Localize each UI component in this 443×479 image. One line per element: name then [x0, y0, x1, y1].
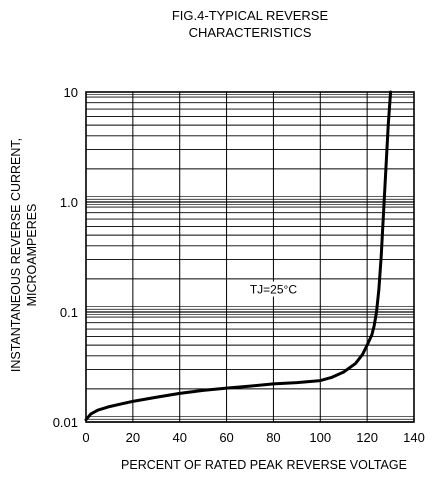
x-tick-label: 20	[126, 430, 140, 445]
x-tick-label: 120	[356, 430, 378, 445]
y-axis-label-line-1: INSTANTANEOUS REVERSE CURRENT,	[9, 138, 23, 372]
y-axis-label-line-2: MICROAMPERES	[25, 204, 39, 307]
temperature-annotation: TJ=25°C	[241, 281, 306, 297]
series-line	[84, 90, 393, 422]
annotation-text: TJ=25°C	[250, 283, 297, 297]
y-tick-label: 0.01	[53, 415, 78, 430]
grid	[85, 92, 415, 423]
chart-title-line-1: FIG.4-TYPICAL REVERSE	[172, 8, 329, 23]
x-tick-label: 140	[403, 430, 425, 445]
y-tick-label: 1.0	[60, 195, 78, 210]
chart-title-line-2: CHARACTERISTICS	[189, 25, 312, 40]
annotation-background	[241, 281, 306, 297]
x-tick-label: 0	[82, 430, 89, 445]
y-tick-label: 10	[64, 85, 78, 100]
x-tick-label: 80	[266, 430, 280, 445]
tick-labels: 0 20 40 60 80 100 120 140 0.01 0.1 1.0 10	[53, 85, 425, 445]
plot-frame	[85, 91, 415, 423]
x-tick-label: 60	[219, 430, 233, 445]
x-tick-label: 40	[172, 430, 186, 445]
x-axis-label: PERCENT OF RATED PEAK REVERSE VOLTAGE	[121, 458, 407, 472]
y-tick-label: 0.1	[60, 305, 78, 320]
x-tick-label: 100	[309, 430, 331, 445]
